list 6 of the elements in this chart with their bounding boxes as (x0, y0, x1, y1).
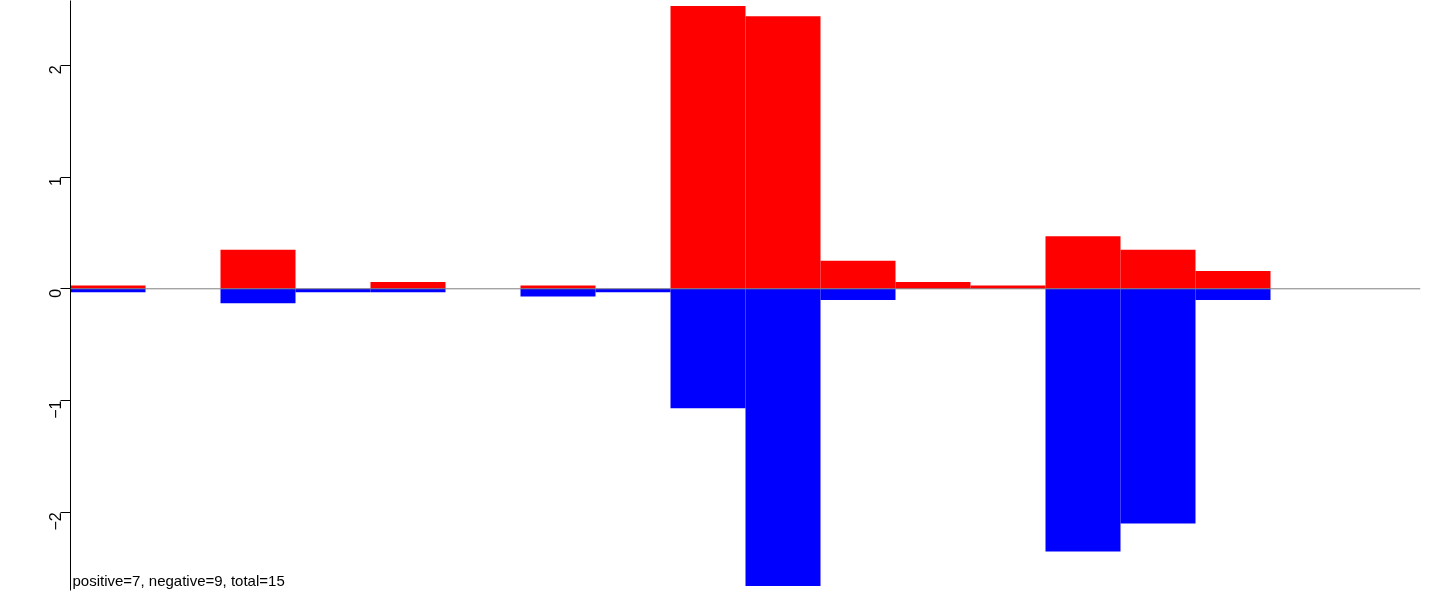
y-tick-label: 0 (47, 288, 65, 298)
y-tick-label: −2 (47, 512, 65, 531)
y-tick-label: 2 (47, 65, 65, 75)
y-tick-label: −1 (47, 400, 65, 419)
annotation: positive=7, negative=9, total=15 (72, 571, 285, 589)
y-tick-label: 1 (47, 176, 65, 186)
